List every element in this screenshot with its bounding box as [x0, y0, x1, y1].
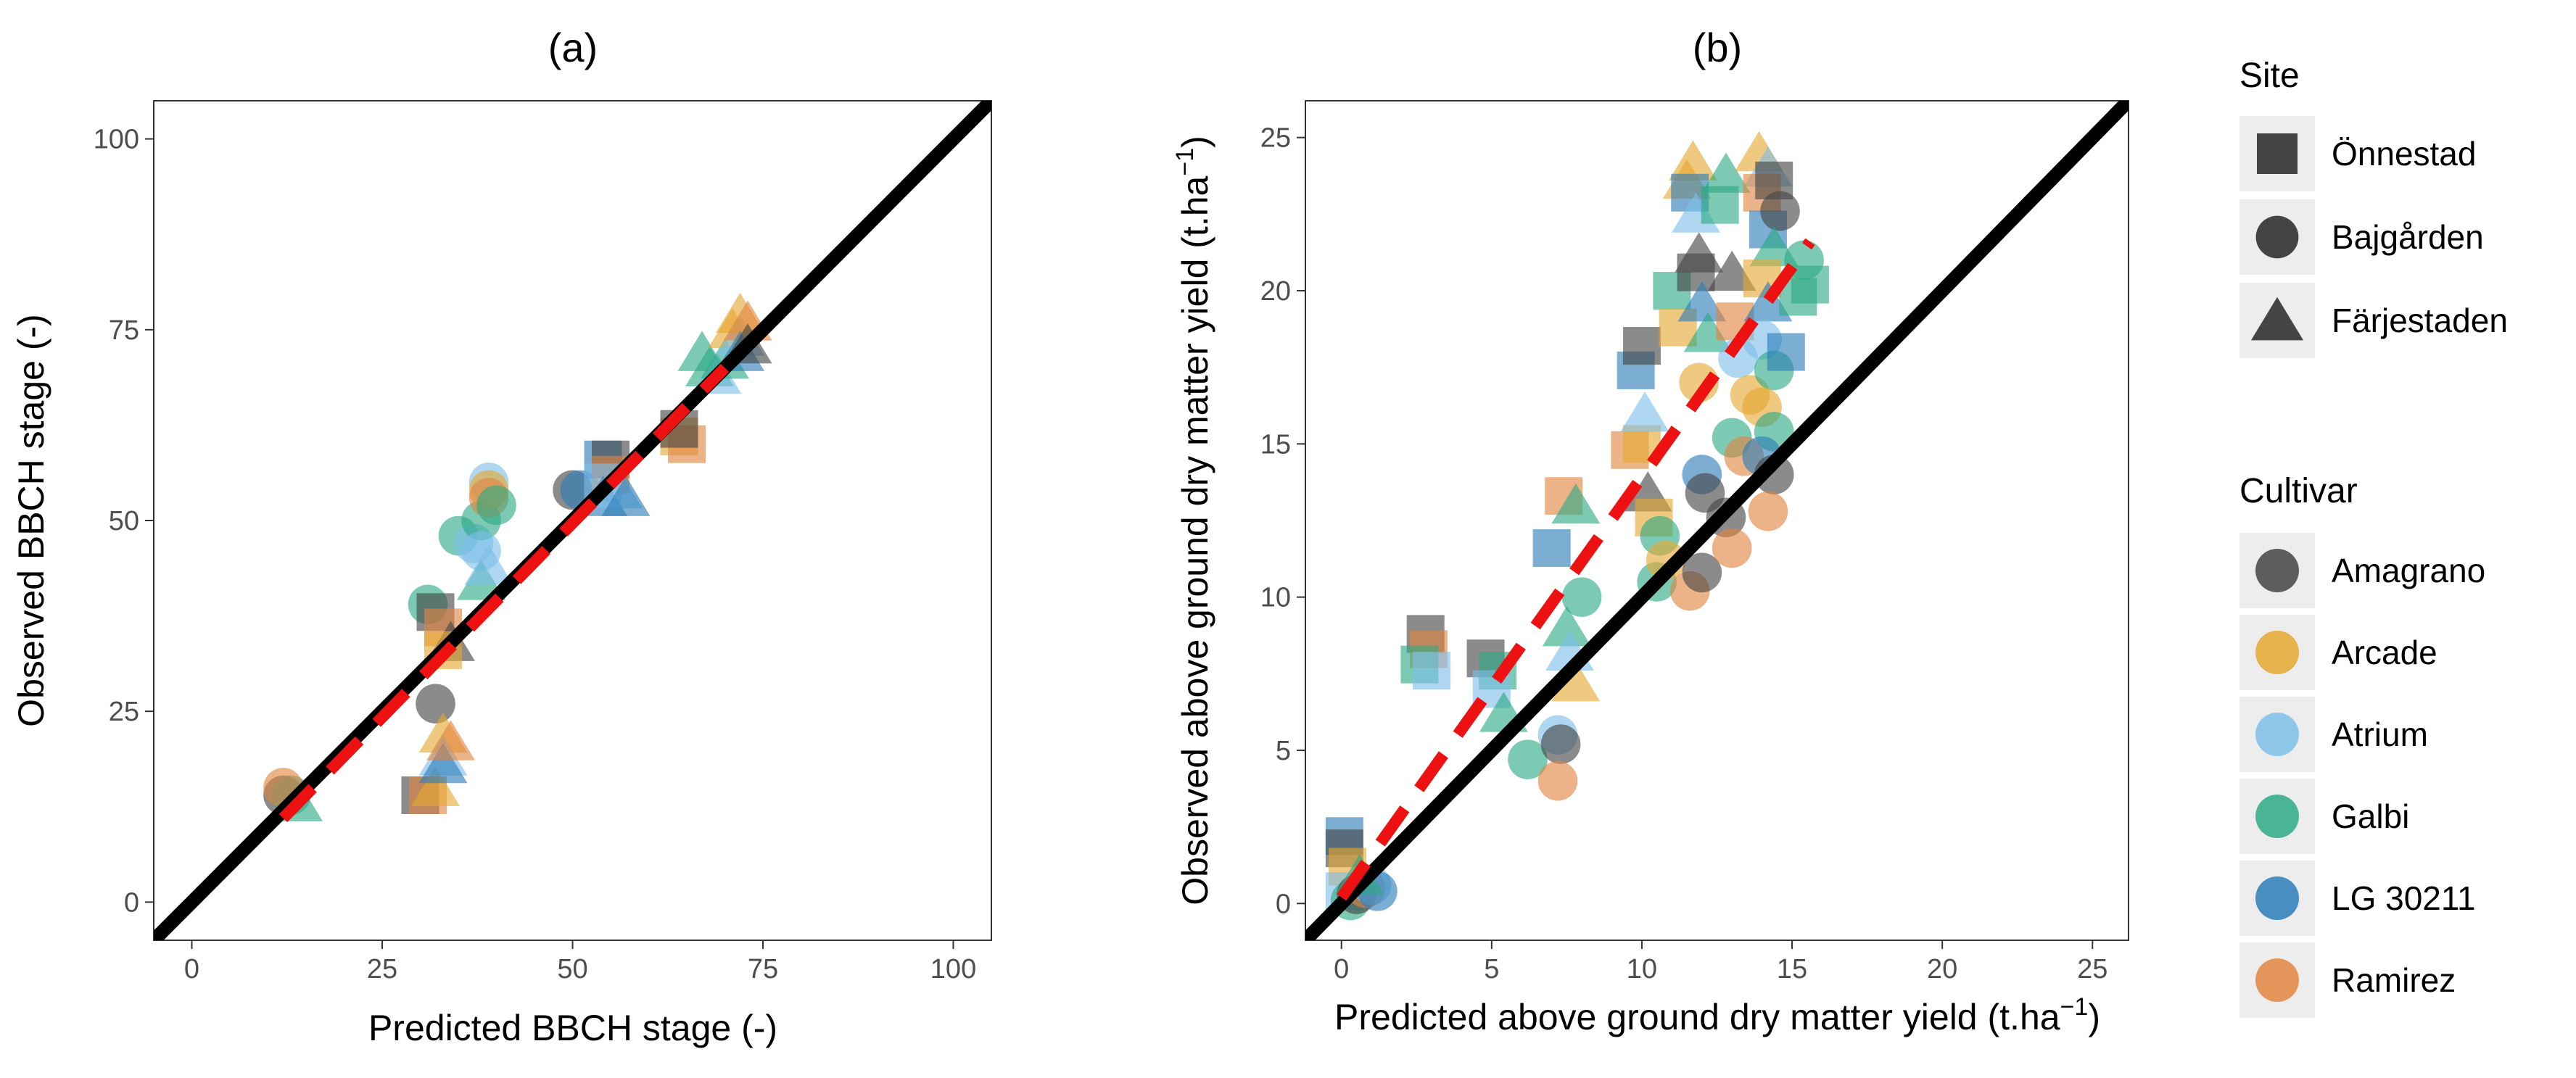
- panel-a-title: (a): [548, 25, 598, 70]
- panel-b-y-tick-label: 25: [1260, 123, 1291, 154]
- legend-cultivar-circle-icon: [2255, 795, 2299, 838]
- panel-a-y-tick-label: 0: [124, 887, 139, 918]
- legend-site-keys: Önnestad Bajgården Färjestaden: [2239, 116, 2508, 358]
- panel-a-x-axis-label: Predicted BBCH stage (-): [368, 1008, 777, 1048]
- panel-a-fit-line: [278, 363, 730, 823]
- panel-a-y-axis-label: Observed BBCH stage (-): [11, 314, 51, 727]
- panel-a-point: [416, 684, 455, 723]
- panel-b-point: [1532, 529, 1571, 568]
- panel-b-y-tick-label: 10: [1260, 583, 1291, 613]
- panel-b-point: [1508, 739, 1548, 779]
- panel-b-point: [1622, 327, 1661, 365]
- panel-b-point: [1551, 483, 1601, 524]
- panel-b-x-axis-label-close: ): [2088, 997, 2100, 1037]
- panel-a-x-tick-label: 75: [748, 954, 778, 984]
- legend-cultivar-title: Cultivar: [2239, 472, 2358, 510]
- panel-b-point: [1551, 661, 1601, 702]
- panel-b-point: [1561, 577, 1602, 617]
- panel-b-point: [1760, 191, 1800, 231]
- panel-b-frame: [1305, 100, 2129, 941]
- panel-b-x-tick-label: 0: [1334, 954, 1349, 984]
- legend-site-label: Bajgården: [2332, 218, 2484, 256]
- legend-site-title: Site: [2239, 57, 2300, 95]
- panel-b-y-axis-label-main: Observed above ground dry matter yield (…: [1175, 175, 1215, 905]
- panel-b-point: [1537, 760, 1578, 801]
- panel-b-x-tick-label: 10: [1627, 954, 1657, 984]
- panel-b-ticks: 0 5 10 15 20 25 0 5 10 15 20 25: [1260, 123, 2108, 984]
- legend-site-triangle-icon: [2250, 297, 2304, 341]
- panel-b-y-tick-label: 20: [1260, 276, 1291, 307]
- legend-cultivar-label: Ramirez: [2332, 961, 2456, 999]
- panel-a-y-tick-label: 50: [109, 506, 139, 536]
- panel-b-x-axis-label-main: Predicted above ground dry matter yield …: [1334, 997, 2060, 1037]
- panel-b-point: [1791, 265, 1829, 304]
- panel-b-y-axis-label: Observed above ground dry matter yield (…: [1171, 136, 1215, 905]
- legend-cultivar-circle-icon: [2255, 631, 2299, 674]
- panel-a-points: [263, 292, 772, 821]
- panel-a-ticks: 0 25 50 75 100 0 25 50 75 100: [94, 125, 977, 984]
- panel-b-point: [1748, 492, 1788, 531]
- legend-cultivar-circle-icon: [2255, 958, 2299, 1002]
- panel-b-point: [1682, 552, 1722, 593]
- panel-b-y-tick-label: 5: [1276, 736, 1291, 766]
- panel-a-y-tick-label: 75: [109, 315, 139, 346]
- legend-cultivar-label: Arcade: [2332, 634, 2437, 671]
- panel-a: (a) 0 25 50 75 100 0 25 50 75 100 Predicted BBCH …: [11, 25, 992, 1048]
- legend-site-square-icon: [2257, 133, 2298, 174]
- panel-b-point: [1677, 281, 1727, 322]
- panel-b-identity-line: [1305, 101, 2129, 940]
- panel-b-title: (b): [1693, 25, 1742, 70]
- panel-b-point: [1412, 652, 1450, 690]
- panel-a-x-tick-label: 100: [930, 954, 976, 984]
- panel-a-point: [476, 485, 516, 526]
- legend-cultivar-circle-icon: [2255, 549, 2299, 592]
- panel-b-y-axis-label-close: ): [1175, 136, 1215, 148]
- panel-a-point: [464, 544, 513, 585]
- legend-cultivar-circle-icon: [2255, 713, 2299, 756]
- panel-b-y-tick-label: 15: [1260, 429, 1291, 460]
- panel-a-point: [601, 476, 651, 516]
- panel-b-point: [1712, 528, 1752, 568]
- panel-b-point: [1542, 606, 1591, 647]
- legend-cultivar-label: Galbi: [2332, 797, 2409, 835]
- panel-b-x-tick-label: 5: [1484, 954, 1499, 984]
- panel-b-point: [1668, 140, 1717, 181]
- panel-a-x-tick-label: 50: [557, 954, 587, 984]
- panel-b-y-tick-label: 0: [1276, 889, 1291, 919]
- legend-site-label: Önnestad: [2332, 135, 2476, 173]
- legend-cultivar-keys: Amagrano Arcade Atrium Galbi LG 30211 Ramirez: [2239, 533, 2485, 1018]
- panel-b-point: [1620, 391, 1669, 432]
- panel-b-point: [1540, 724, 1581, 764]
- panel-a-y-tick-label: 25: [109, 697, 139, 727]
- panel-b-fit-line: [1337, 238, 1815, 901]
- panel-b-point: [1683, 312, 1733, 352]
- legend-cultivar-circle-icon: [2255, 876, 2299, 920]
- legend-site-circle-icon: [2255, 215, 2299, 259]
- panel-a-y-tick-label: 100: [94, 125, 139, 155]
- panel-b-points: [1325, 130, 1829, 921]
- panel-b-x-axis-label-exponent: −1: [2060, 993, 2089, 1021]
- panel-b-x-tick-label: 15: [1777, 954, 1807, 984]
- legend-cultivar-label: Amagrano: [2332, 552, 2485, 589]
- legend-cultivar-label: Atrium: [2332, 716, 2428, 753]
- panel-a-point: [426, 720, 475, 760]
- panel-a-x-tick-label: 25: [367, 954, 397, 984]
- panel-a-point: [418, 742, 468, 784]
- panel-b-x-axis-label: Predicted above ground dry matter yield …: [1334, 993, 2100, 1037]
- legend-cultivar-label: LG 30211: [2332, 879, 2476, 917]
- legend-site-label: Färjestaden: [2332, 302, 2508, 339]
- panel-b: (b) 0 5 10 15 20 25 0 5 10 15 20 25 Predicted above…: [1171, 25, 2129, 1037]
- panel-a-point: [411, 766, 460, 806]
- panel-b-x-tick-label: 25: [2077, 954, 2108, 984]
- panel-b-y-axis-label-exponent: −1: [1171, 148, 1199, 176]
- panel-b-point: [1701, 152, 1751, 193]
- legend: Site Önnestad Bajgården Färjestaden Cultiv…: [2239, 57, 2508, 1018]
- panel-a-x-tick-label: 0: [184, 954, 199, 984]
- panel-b-point: [1677, 253, 1715, 291]
- panel-b-point: [1767, 333, 1805, 371]
- panel-b-x-tick-label: 20: [1927, 954, 1957, 984]
